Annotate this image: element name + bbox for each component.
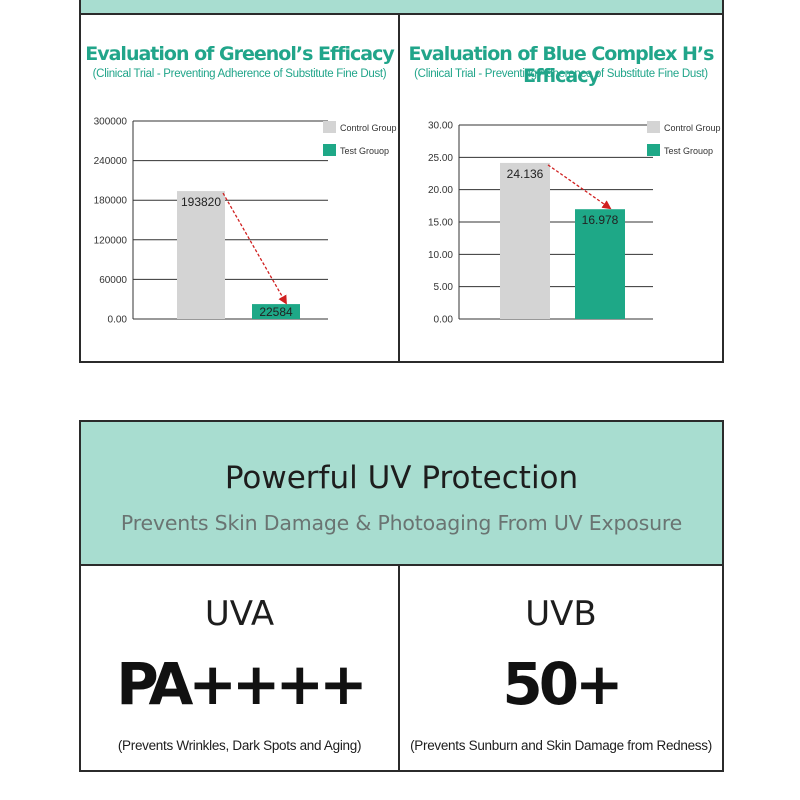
chart-greenol: 0.00 60000 120000 180000 240000 300000 193820 2… — [94, 117, 397, 326]
legend-swatch — [323, 144, 336, 156]
uva-label: UVA — [204, 594, 275, 634]
y-tick-label: 5.00 — [434, 282, 454, 293]
y-tick-label: 180000 — [94, 196, 128, 207]
data-label: 16.978 — [582, 213, 619, 227]
y-tick-label: 25.00 — [428, 153, 453, 164]
y-tick-label: 300000 — [94, 117, 128, 128]
trend-arrow — [222, 192, 287, 305]
data-label: 22584 — [259, 305, 293, 319]
chart-divider — [398, 13, 400, 363]
y-tick-label: 60000 — [99, 275, 127, 286]
chart-subtitle: (Clinical Trial - Preventing Adherence o… — [414, 68, 708, 80]
legend-swatch — [647, 121, 660, 133]
bar-control-group — [177, 191, 225, 319]
y-tick-label: 240000 — [94, 156, 128, 167]
spf-rating: 50+ — [502, 650, 623, 718]
uva-cell: UVA PA++++ (Prevents Wrinkles, Dark Spot… — [81, 566, 398, 770]
bar-control-group — [500, 162, 550, 319]
chart-panel-greenol: Evaluation of Greenol’s Efficacy (Clinic… — [81, 15, 398, 361]
y-tick-label: 20.00 — [428, 185, 453, 196]
data-label: 24.136 — [507, 167, 544, 181]
chart-panels — [79, 13, 724, 363]
legend-label: Test Grouop — [664, 146, 713, 156]
chart-title: Evaluation of Greenol’s Efficacy — [85, 43, 395, 65]
pa-rating: PA++++ — [116, 650, 367, 718]
uva-note: (Prevents Wrinkles, Dark Spots and Aging… — [117, 738, 362, 753]
bar-test-group — [252, 304, 300, 319]
uv-header: Powerful UV Protection Prevents Skin Dam… — [79, 420, 724, 566]
legend-label: Control Group — [340, 123, 397, 133]
legend-swatch — [323, 121, 336, 133]
trend-arrow — [547, 164, 612, 210]
chart-blue-complex: 0.00 5.00 10.00 15.00 20.00 25.00 30.00 24.136 1… — [428, 121, 721, 326]
y-tick-label: 0.00 — [434, 315, 454, 326]
chart-panel-blue-complex: Evaluation of Blue Complex H’s Efficacy … — [400, 15, 722, 361]
y-tick-label: 30.00 — [428, 121, 453, 132]
uv-title: Powerful UV Protection — [224, 460, 579, 496]
y-tick-label: 120000 — [94, 235, 128, 246]
bar-test-group — [575, 209, 625, 319]
y-tick-label: 10.00 — [428, 250, 453, 261]
legend-swatch — [647, 144, 660, 156]
uvb-cell: UVB 50+ (Prevents Sunburn and Skin Damag… — [400, 566, 722, 770]
uvb-note: (Prevents Sunburn and Skin Damage from R… — [410, 738, 712, 753]
legend-label: Control Group — [664, 123, 721, 133]
data-label: 193820 — [181, 195, 221, 209]
y-tick-label: 0.00 — [108, 315, 128, 326]
uv-cells — [79, 564, 724, 772]
uvb-label: UVB — [525, 594, 597, 634]
y-tick-label: 15.00 — [428, 218, 453, 229]
uv-subtitle: Prevents Skin Damage & Photoaging From U… — [120, 511, 683, 535]
chart-title: Evaluation of Blue Complex H’s Efficacy — [408, 43, 715, 87]
legend-label: Test Grouop — [340, 146, 389, 156]
uv-divider — [398, 564, 400, 772]
chart-subtitle: (Clinical Trial - Preventing Adherence o… — [92, 68, 387, 80]
